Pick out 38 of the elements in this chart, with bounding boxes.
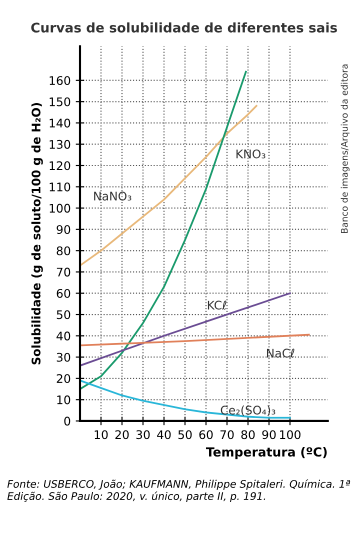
series-label: NaCℓ — [266, 348, 294, 358]
y-tick-label: 10 — [57, 395, 70, 404]
y-tick-label: 20 — [56, 374, 70, 384]
series-label: NaNO₃ — [94, 192, 132, 201]
x-tick-label: 30 — [136, 430, 150, 440]
y-tick-label: 100 — [50, 204, 70, 213]
y-tick-label: 90 — [56, 225, 70, 234]
y-tick-label: 0 — [64, 416, 70, 426]
y-axis-title: Solubilidade (g de soluto/100 g de H₂O) — [31, 103, 43, 364]
series-label: Ce₂(SO₄)₃ — [220, 405, 276, 416]
x-tick-label: 80 — [241, 430, 255, 440]
y-tick-label: 40 — [56, 332, 70, 340]
y-tick-label: 120 — [50, 161, 70, 170]
y-tick-label: 30 — [56, 352, 70, 362]
chart-title: Curvas de solubilidade de diferentes sais — [31, 22, 337, 33]
y-tick-label: 60 — [56, 288, 70, 298]
y-tick-label: 140 — [50, 118, 70, 128]
y-tick-label: 80 — [56, 246, 70, 256]
x-tick-label: 20 — [115, 430, 129, 440]
x-tick-label: 10 — [94, 430, 108, 440]
series-label: KNO₃ — [236, 149, 266, 158]
x-tick-label: 90 — [262, 430, 276, 440]
y-tick-label: 110 — [50, 182, 70, 192]
y-tick-label: 130 — [50, 140, 70, 149]
source-note: Fonte: USBERCO, João; KAUFMANN, Philippe Spitaleri. Química. 1ª Edição. São Paulo: 2020, v. único, parte II, p. 191. — [7, 479, 350, 502]
x-tick-label: 60 — [199, 430, 213, 440]
x-tick-label: 50 — [178, 430, 192, 440]
series-label: KCℓ — [208, 300, 226, 310]
x-tick-label: 70 — [220, 430, 234, 440]
x-tick-label: 100 — [280, 430, 300, 440]
y-tick-label: 50 — [56, 310, 70, 320]
x-tick-label: 40 — [157, 430, 171, 440]
text: Banco de imagens/Arquivo da editora — [340, 64, 350, 233]
y-tick-label: 150 — [50, 97, 70, 106]
x-axis-title: Temperatura (ºC) — [206, 446, 327, 460]
y-tick-label: 160 — [50, 76, 70, 85]
y-tick-label: 70 — [56, 268, 70, 277]
line-series — [80, 380, 291, 419]
